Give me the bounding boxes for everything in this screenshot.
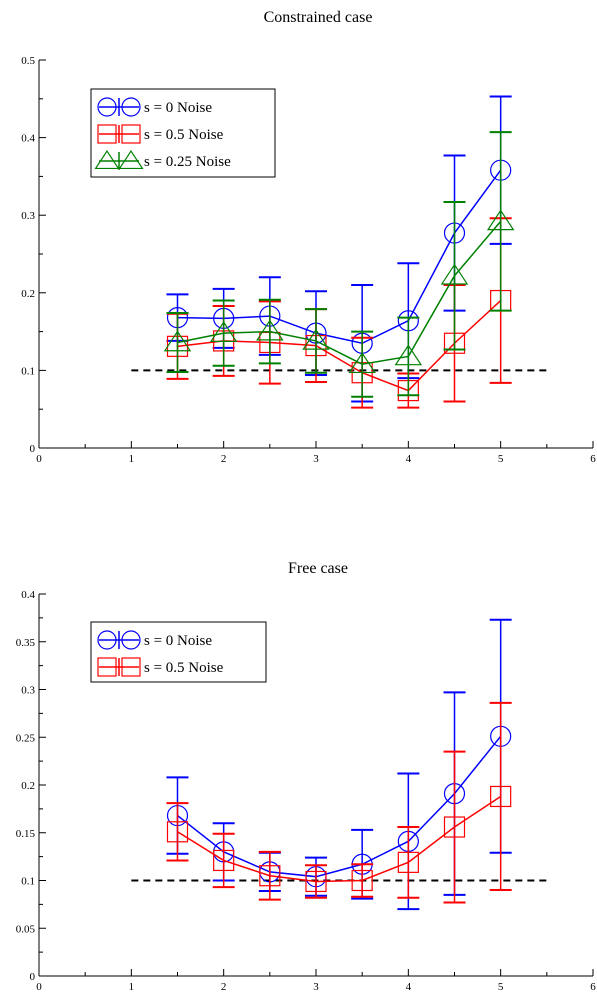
legend-marker xyxy=(97,124,117,144)
data-point xyxy=(394,344,423,366)
constrained-case-chart: Constrained case 0 1 2 3 4 5 6 0 0.1 0.2 0.3 0.4 0.5… xyxy=(21,9,596,465)
series-line xyxy=(177,735,502,878)
legend-marker xyxy=(97,97,117,117)
data-point xyxy=(163,330,192,352)
y-tick-label: 0.35 xyxy=(16,637,36,649)
legend-marker xyxy=(121,630,141,650)
data-point xyxy=(486,209,515,231)
legend-marker xyxy=(118,150,144,170)
legend: s = 0 Noise s = 0.5 Noise s = 0.25 Noise xyxy=(90,88,276,178)
data-point xyxy=(166,821,189,843)
data-point xyxy=(256,319,284,341)
y-tick-label: 0.05 xyxy=(16,923,36,935)
y-tick-label: 0.4 xyxy=(21,133,35,145)
data-point xyxy=(440,263,469,285)
y-tick-label: 0.15 xyxy=(16,828,36,840)
y-tick-label: 0.25 xyxy=(16,732,36,744)
y-tick-label: 0.4 xyxy=(21,589,35,601)
legend-marker xyxy=(97,630,117,650)
series-line xyxy=(177,169,502,345)
series-triangle xyxy=(163,131,515,398)
data-point xyxy=(351,869,373,892)
x-tick-label: 3 xyxy=(313,453,319,465)
legend-label: s = 0 Noise xyxy=(144,633,212,649)
x-tick-label: 0 xyxy=(36,981,42,993)
chart-title: Free case xyxy=(288,560,348,577)
x-tick-label: 0 xyxy=(36,453,42,465)
data-point xyxy=(397,851,419,873)
legend-marker xyxy=(121,97,141,117)
y-tick-label: 0.1 xyxy=(21,365,35,377)
free-case-chart: Free case 0 1 2 3 4 5 6 0 0.05 0.1 0.15 0.2 0.25 0.3 0… xyxy=(16,560,597,993)
series-line xyxy=(177,300,502,392)
legend-marker xyxy=(121,124,141,144)
data-point xyxy=(443,816,466,838)
y-tick-label: 0 xyxy=(30,971,36,983)
legend-label: s = 0.5 Noise xyxy=(144,127,224,143)
x-tick-label: 3 xyxy=(313,981,319,993)
x-tick-label: 2 xyxy=(221,981,227,993)
chart-title: Constrained case xyxy=(264,9,373,26)
x-tick-label: 4 xyxy=(406,981,412,993)
legend-marker xyxy=(121,657,141,677)
data-point xyxy=(348,352,376,374)
y-tick-label: 0.5 xyxy=(21,55,35,67)
legend-label: s = 0.25 Noise xyxy=(144,154,231,170)
legend: s = 0 Noise s = 0.5 Noise xyxy=(90,621,267,683)
x-tick-label: 6 xyxy=(590,453,596,465)
legend-label: s = 0.5 Noise xyxy=(144,660,224,676)
y-tick-label: 0.2 xyxy=(21,288,35,300)
x-tick-label: 6 xyxy=(590,981,596,993)
data-point xyxy=(213,849,235,872)
data-point xyxy=(259,865,281,887)
data-point xyxy=(305,870,327,893)
y-tick-label: 0.1 xyxy=(21,876,35,888)
data-point xyxy=(302,328,330,350)
x-tick-label: 2 xyxy=(221,453,227,465)
x-tick-label: 5 xyxy=(498,453,504,465)
y-tick-label: 0.2 xyxy=(21,780,35,792)
y-tick-label: 0 xyxy=(30,443,36,455)
x-tick-label: 4 xyxy=(406,453,412,465)
legend-marker xyxy=(94,150,120,170)
data-point xyxy=(209,321,238,343)
series-square xyxy=(166,701,512,904)
x-tick-label: 5 xyxy=(498,981,504,993)
legend-marker xyxy=(97,657,117,677)
x-tick-label: 1 xyxy=(129,453,135,465)
y-tick-label: 0.3 xyxy=(21,685,35,697)
legend-label: s = 0 Noise xyxy=(144,100,212,116)
series-line xyxy=(177,795,502,883)
legend-box xyxy=(90,621,267,683)
data-point xyxy=(490,785,512,808)
x-tick-label: 1 xyxy=(129,981,135,993)
series-square xyxy=(166,217,512,409)
y-tick-label: 0.3 xyxy=(21,210,35,222)
